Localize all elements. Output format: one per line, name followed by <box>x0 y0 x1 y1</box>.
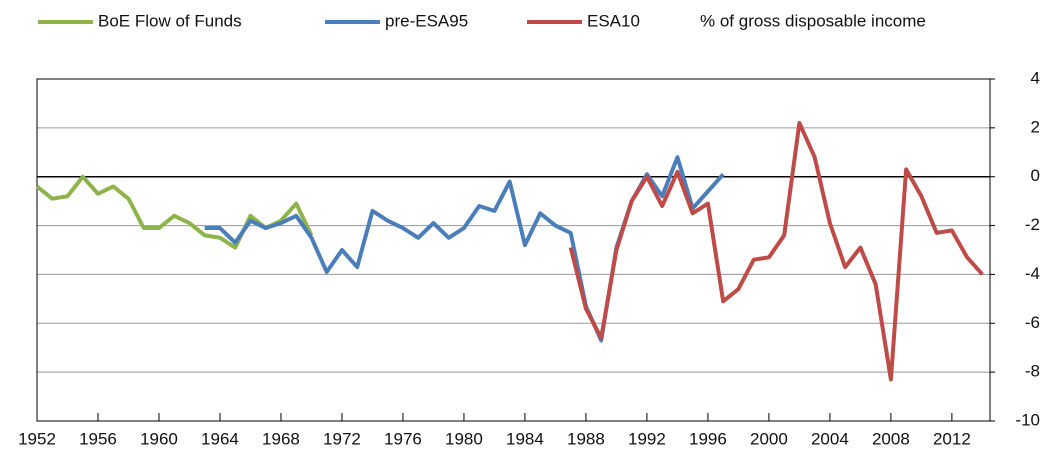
y-axis-label: % of gross disposable income <box>700 11 926 30</box>
x-tick-label: 1972 <box>323 429 361 448</box>
y-tick-label: -6 <box>1025 313 1040 332</box>
x-tick-label: 1964 <box>201 429 239 448</box>
x-tick-label: 1984 <box>506 429 544 448</box>
x-tick-label: 1968 <box>262 429 300 448</box>
y-tick-label: -10 <box>1015 410 1040 429</box>
line-series <box>204 155 725 343</box>
x-tick-label: 1952 <box>18 429 56 448</box>
x-tick-label: 1980 <box>445 429 483 448</box>
x-tick-label: 1960 <box>140 429 178 448</box>
x-tick-label: 2012 <box>933 429 971 448</box>
line-series <box>568 120 984 382</box>
line-series <box>35 174 314 250</box>
y-tick-label: -2 <box>1025 215 1040 234</box>
x-tick-label: 1992 <box>628 429 666 448</box>
y-tick-label: 2 <box>1031 117 1040 136</box>
legend-label: ESA10 <box>587 11 640 30</box>
x-tick-label: 1988 <box>567 429 605 448</box>
y-tick-label: 4 <box>1031 68 1040 87</box>
y-tick-label: -8 <box>1025 362 1040 381</box>
x-tick-label: 2008 <box>872 429 910 448</box>
x-tick-label: 1976 <box>384 429 422 448</box>
x-tick-label: 1956 <box>79 429 117 448</box>
y-tick-label: -4 <box>1025 264 1040 283</box>
y-tick-label: 0 <box>1031 166 1040 185</box>
plot-frame <box>36 78 991 422</box>
x-tick-label: 2000 <box>750 429 788 448</box>
legend-label: BoE Flow of Funds <box>98 11 242 30</box>
x-tick-label: 2004 <box>811 429 849 448</box>
x-tick-label: 1996 <box>689 429 727 448</box>
legend-label: pre-ESA95 <box>385 11 468 30</box>
